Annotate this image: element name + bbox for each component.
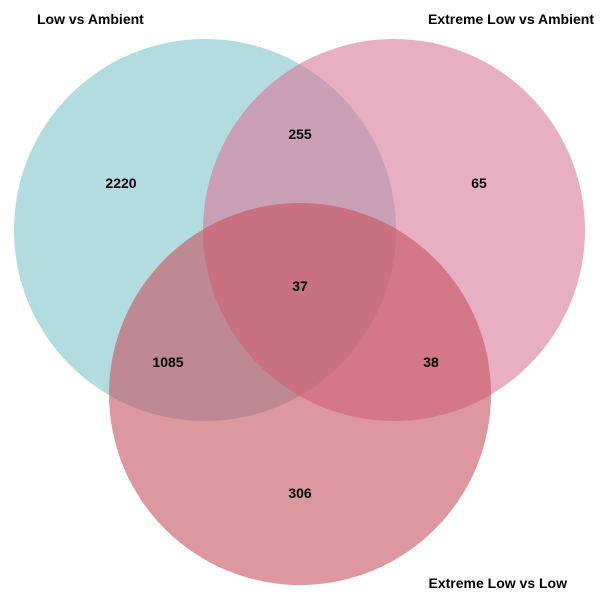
count-low-and-extreme-low-vs-ambient: 255: [288, 126, 312, 142]
set-label-extreme-low-vs-low: Extreme Low vs Low: [429, 575, 568, 591]
count-extreme-low-vs-ambient-only: 65: [471, 175, 487, 191]
count-low-vs-ambient-and-extreme-low-vs-low: 1085: [152, 354, 183, 370]
count-all-three: 37: [292, 278, 308, 294]
count-low-vs-ambient-only: 2220: [105, 175, 136, 191]
count-extreme-low-vs-ambient-and-extreme-low-vs-low: 38: [423, 354, 439, 370]
set-label-low-vs-ambient: Low vs Ambient: [37, 11, 144, 27]
set-label-extreme-low-vs-ambient: Extreme Low vs Ambient: [428, 11, 594, 27]
set-circle-extreme-low-vs-low: [109, 203, 491, 585]
count-extreme-low-vs-low-only: 306: [288, 485, 312, 501]
